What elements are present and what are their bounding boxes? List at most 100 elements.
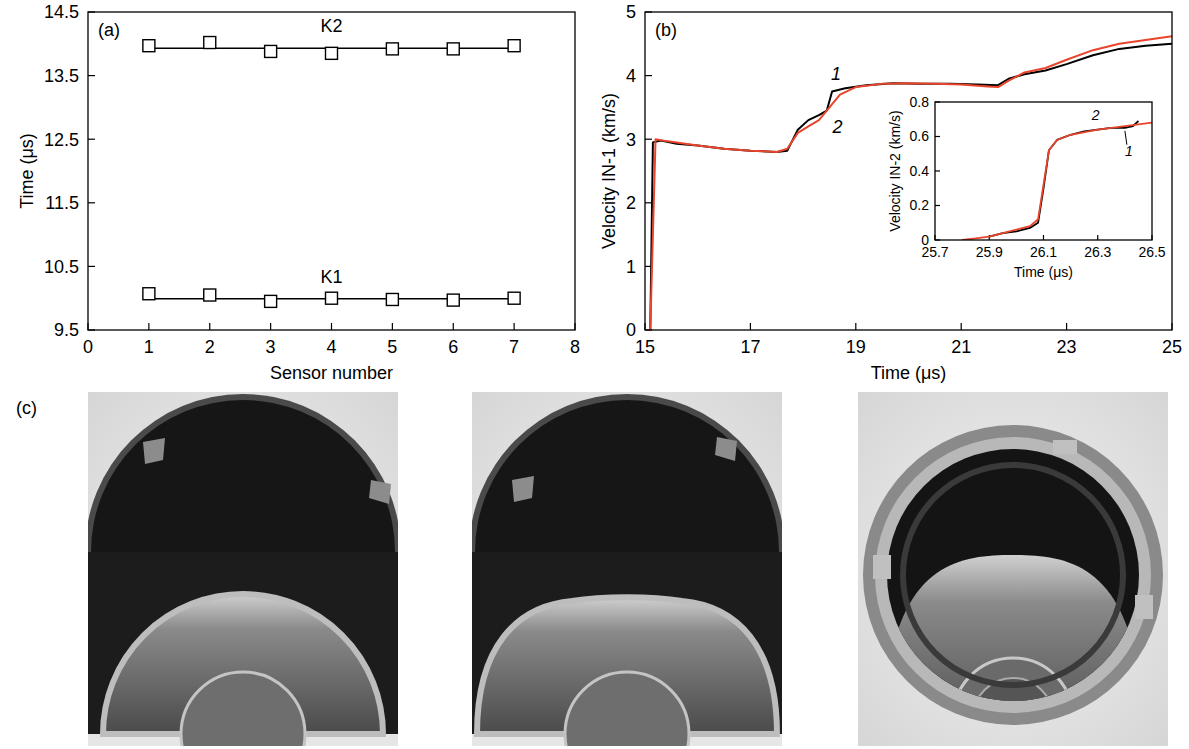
panel: 25.725.926.126.326.500.20.40.60.8Time (μ… (887, 94, 1166, 280)
y-tick-label: 12.5 (44, 130, 79, 150)
x-tick (270, 323, 271, 330)
point (265, 45, 277, 57)
x-tick-label: 7 (509, 337, 519, 357)
x-tick-label: 21 (951, 337, 971, 357)
series-label: 1 (831, 64, 841, 84)
panel-label: (c) (16, 398, 37, 418)
x-tick-label: 23 (1057, 337, 1077, 357)
x-tick-label: 26.3 (1084, 244, 1111, 260)
data-area (650, 36, 1172, 330)
x-tick-label: 1 (144, 337, 154, 357)
y-tick (88, 202, 95, 203)
y-tick-label: 0.8 (910, 94, 930, 110)
y-tick-label: 2 (626, 193, 636, 213)
y-tick (88, 75, 95, 76)
y-tick (935, 170, 940, 171)
point (265, 295, 277, 307)
series-label: 2 (1091, 107, 1100, 123)
point (143, 288, 155, 300)
x-tick (209, 323, 210, 330)
y-tick-label: 0.6 (910, 128, 930, 144)
series-line (650, 36, 1172, 330)
labels: 12 (831, 64, 842, 138)
x-tick-label: 25 (1162, 337, 1182, 357)
series-label: 2 (831, 117, 842, 137)
radiograph (472, 392, 782, 746)
x-tick-label: 5 (387, 337, 397, 357)
x-axis-title: Sensor number (270, 363, 393, 383)
x-tick-label: 17 (740, 337, 760, 357)
y-tick (88, 139, 95, 140)
x-tick-label: 3 (266, 337, 276, 357)
x-tick (1097, 235, 1098, 240)
x-tick-label: 25.9 (976, 244, 1003, 260)
x-tick-label: 6 (448, 337, 458, 357)
y-tick-label: 1 (626, 257, 636, 277)
y-tick-label: 3 (626, 130, 636, 150)
x-tick (1043, 235, 1044, 240)
x-tick (1066, 323, 1067, 330)
point (326, 292, 338, 304)
y-tick (645, 139, 652, 140)
y-tick-label: 0.4 (910, 163, 930, 179)
point (143, 40, 155, 52)
y-tick-label: 0 (626, 320, 636, 340)
data-area (962, 121, 1152, 240)
y-tick (645, 75, 652, 76)
y-tick-label: 14.5 (44, 2, 79, 22)
panel: 0 1 2 3 4 5 6 7 8 9.5 10.5 11.5 12.5 13.5 14.5 Sensor n… (17, 2, 580, 382)
y-tick-label: 13.5 (44, 66, 79, 86)
series-label: K1 (320, 267, 342, 287)
point (447, 294, 459, 306)
y-axis-title: Velocity IN-2 (km/s) (887, 110, 903, 231)
panel-label: (a) (98, 20, 120, 40)
panel: 151719212325012345Time (μs)Velocity IN-1… (599, 2, 1182, 382)
x-tick (750, 323, 751, 330)
figure: 0123456789.510.511.512.513.514.5Sensor n… (0, 0, 1189, 749)
x-tick-label: 8 (570, 337, 580, 357)
x-tick-label: 0 (83, 337, 93, 357)
x-tick (514, 323, 515, 330)
x-tick-label: 26.1 (1030, 244, 1057, 260)
point (326, 47, 338, 59)
y-tick-label: 9.5 (54, 320, 79, 340)
labels: 12 (1091, 107, 1133, 159)
point (508, 40, 520, 52)
point (508, 292, 520, 304)
x-tick-label: 15 (635, 337, 655, 357)
y-axis-title: Velocity IN-1 (km/s) (599, 93, 619, 249)
x-tick-label: 26.5 (1138, 244, 1165, 260)
series-label: K2 (320, 16, 342, 36)
series-line (650, 44, 1172, 330)
plot-frame (88, 12, 575, 330)
plot-frame (645, 12, 1172, 330)
y-tick-label: 11.5 (45, 193, 79, 213)
plot-background (935, 102, 1152, 240)
x-tick (331, 323, 332, 330)
y-tick (935, 136, 940, 137)
x-tick-label: 2 (205, 337, 215, 357)
point (386, 43, 398, 55)
y-axis-title: Time (μs) (17, 133, 37, 209)
radiograph (858, 392, 1168, 746)
series-label: 1 (1125, 143, 1133, 159)
plot-frame (935, 102, 1152, 240)
x-tick (453, 323, 454, 330)
point (204, 37, 216, 49)
y-tick-label: 0 (921, 232, 929, 248)
x-tick (148, 323, 149, 330)
y-tick (88, 266, 95, 267)
labels: K1 K2 (320, 16, 342, 287)
x-tick (392, 323, 393, 330)
y-tick (935, 205, 940, 206)
point (447, 43, 459, 55)
y-tick-label: 5 (626, 2, 636, 22)
y-tick-label: 10.5 (44, 257, 79, 277)
y-tick-label: 4 (626, 66, 636, 86)
panel-c: (c) (16, 392, 1168, 749)
data-area (143, 37, 520, 308)
x-tick (961, 323, 962, 330)
x-tick-label: 4 (326, 337, 336, 357)
radiograph (88, 392, 398, 746)
x-axis-title: Time (μs) (871, 363, 947, 383)
